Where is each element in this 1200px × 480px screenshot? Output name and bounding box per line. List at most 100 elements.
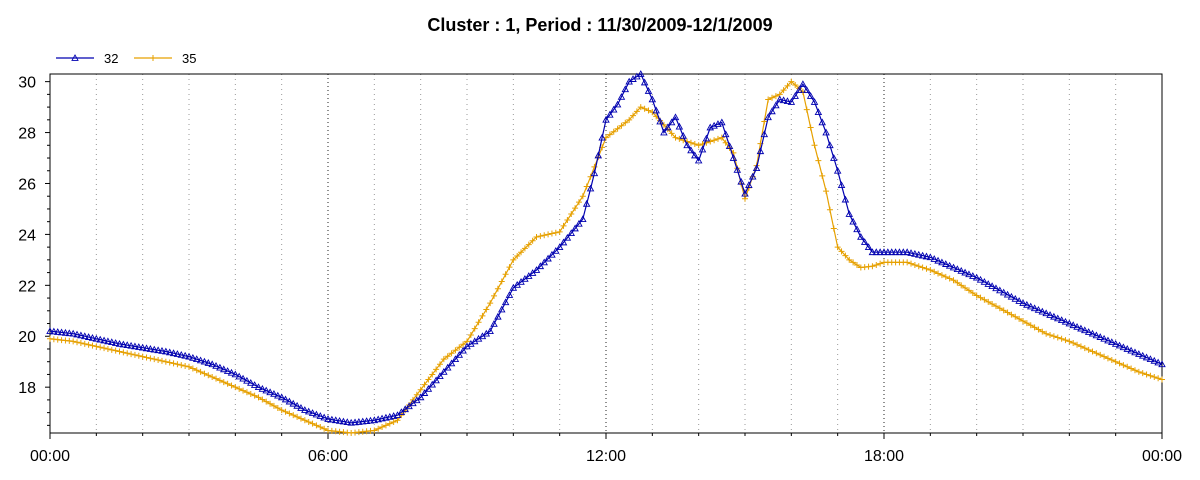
data-point	[123, 341, 131, 349]
data-point	[1139, 370, 1146, 377]
data-point	[1030, 304, 1039, 312]
data-point	[436, 372, 444, 379]
data-point	[1077, 343, 1084, 350]
data-point	[444, 353, 451, 360]
data-point	[823, 188, 830, 195]
data-point	[564, 216, 571, 223]
data-point	[1023, 320, 1030, 327]
data-point	[1062, 337, 1069, 344]
data-point	[648, 95, 657, 103]
data-point	[891, 248, 900, 256]
data-point	[954, 279, 961, 286]
data-point	[170, 360, 177, 367]
data-point	[806, 92, 815, 99]
data-point	[394, 417, 401, 424]
data-point	[1115, 341, 1124, 349]
series-lines	[46, 70, 1166, 436]
data-point	[984, 280, 993, 287]
data-point	[845, 210, 854, 217]
data-point	[1039, 328, 1046, 335]
data-point	[721, 130, 730, 138]
data-point	[490, 320, 498, 327]
data-point	[1088, 329, 1097, 337]
data-point	[1053, 314, 1062, 322]
data-point	[1054, 334, 1061, 341]
data-point	[590, 169, 599, 177]
data-point	[675, 122, 684, 130]
data-point	[436, 361, 443, 368]
data-point	[456, 344, 463, 351]
data-point	[822, 128, 830, 136]
data-point	[158, 346, 166, 354]
data-point	[158, 357, 165, 364]
data-point	[247, 390, 254, 397]
data-point	[460, 341, 467, 348]
data-point	[567, 229, 576, 236]
data-point	[545, 231, 552, 238]
data-point	[833, 166, 842, 174]
data-point	[262, 386, 270, 394]
y-tick-label: 30	[18, 75, 36, 92]
data-point	[1042, 309, 1050, 317]
data-point	[895, 248, 904, 256]
data-point	[108, 338, 116, 346]
data-point	[305, 418, 312, 425]
data-point	[575, 219, 583, 227]
data-point	[135, 352, 142, 359]
data-point	[321, 425, 328, 432]
data-point	[104, 345, 111, 352]
data-point	[679, 132, 687, 139]
data-point	[555, 243, 564, 250]
data-point	[494, 312, 502, 320]
chart-title: Cluster : 1, Period : 11/30/2009-12/1/20…	[427, 15, 772, 35]
data-point	[552, 247, 560, 254]
data-point	[259, 396, 266, 403]
data-point	[277, 393, 286, 401]
data-point	[899, 248, 908, 256]
data-point	[1004, 309, 1011, 316]
data-point	[375, 425, 382, 432]
data-point	[587, 173, 594, 180]
data-point	[1135, 368, 1142, 375]
data-point	[953, 265, 962, 273]
data-point	[938, 272, 945, 279]
data-point	[96, 335, 104, 343]
data-point	[1008, 311, 1015, 318]
data-point	[803, 86, 811, 93]
data-point	[537, 233, 544, 240]
data-point	[1138, 351, 1147, 359]
data-point	[181, 351, 189, 359]
data-point	[46, 327, 54, 335]
data-point	[1050, 333, 1057, 340]
data-point	[514, 253, 521, 260]
data-point	[769, 94, 776, 101]
data-point	[764, 113, 772, 121]
data-point	[347, 418, 355, 426]
data-point	[92, 334, 101, 342]
data-point	[973, 292, 980, 299]
data-point	[606, 131, 613, 138]
data-point	[317, 424, 324, 431]
data-point	[687, 139, 694, 146]
data-point	[687, 146, 695, 154]
data-point	[189, 353, 197, 361]
data-point	[69, 329, 77, 337]
y-tick-label: 28	[18, 126, 36, 143]
data-point	[362, 417, 371, 424]
data-point	[950, 277, 957, 284]
data-point	[475, 319, 482, 326]
data-point	[1101, 353, 1108, 360]
data-point	[70, 338, 77, 345]
data-point	[186, 363, 192, 370]
data-point	[908, 260, 915, 267]
data-point	[756, 147, 765, 155]
data-point	[351, 418, 359, 426]
data-point	[447, 359, 456, 367]
data-point	[887, 248, 896, 256]
data-point	[142, 344, 151, 352]
data-point	[510, 256, 517, 263]
data-point	[772, 101, 780, 109]
data-point	[286, 410, 293, 417]
data-point	[216, 377, 223, 384]
data-point	[694, 156, 703, 164]
